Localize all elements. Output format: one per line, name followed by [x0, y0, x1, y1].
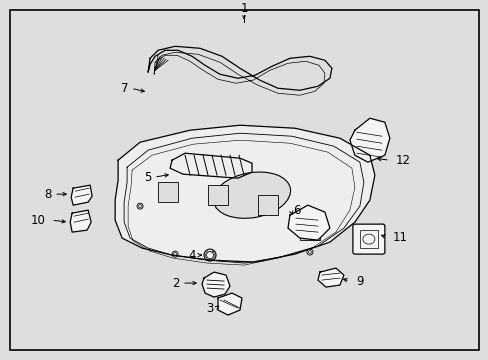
Circle shape	[306, 249, 312, 255]
Polygon shape	[317, 268, 343, 287]
Text: 6: 6	[293, 204, 300, 217]
Circle shape	[203, 249, 216, 261]
Bar	[158, 182, 178, 202]
Polygon shape	[202, 272, 229, 297]
Text: 10: 10	[30, 213, 45, 227]
Polygon shape	[115, 125, 374, 262]
Bar	[258, 195, 277, 215]
Polygon shape	[218, 293, 242, 315]
Text: 4: 4	[188, 249, 195, 262]
Text: 2: 2	[172, 276, 180, 289]
Text: 8: 8	[44, 188, 52, 201]
Bar	[207, 185, 227, 205]
Text: 11: 11	[392, 231, 407, 244]
Polygon shape	[70, 210, 91, 232]
Polygon shape	[287, 205, 329, 240]
FancyBboxPatch shape	[352, 224, 384, 254]
Circle shape	[137, 203, 143, 209]
Text: 3: 3	[206, 302, 213, 315]
Bar	[359, 230, 377, 248]
Bar	[299, 220, 319, 240]
Text: 12: 12	[395, 154, 410, 167]
Ellipse shape	[213, 172, 290, 218]
Text: 1: 1	[240, 2, 247, 15]
Circle shape	[172, 251, 178, 257]
Text: 9: 9	[355, 275, 363, 288]
Polygon shape	[71, 185, 92, 205]
Text: 5: 5	[144, 171, 151, 184]
Text: 7: 7	[121, 82, 129, 95]
Polygon shape	[349, 118, 389, 162]
